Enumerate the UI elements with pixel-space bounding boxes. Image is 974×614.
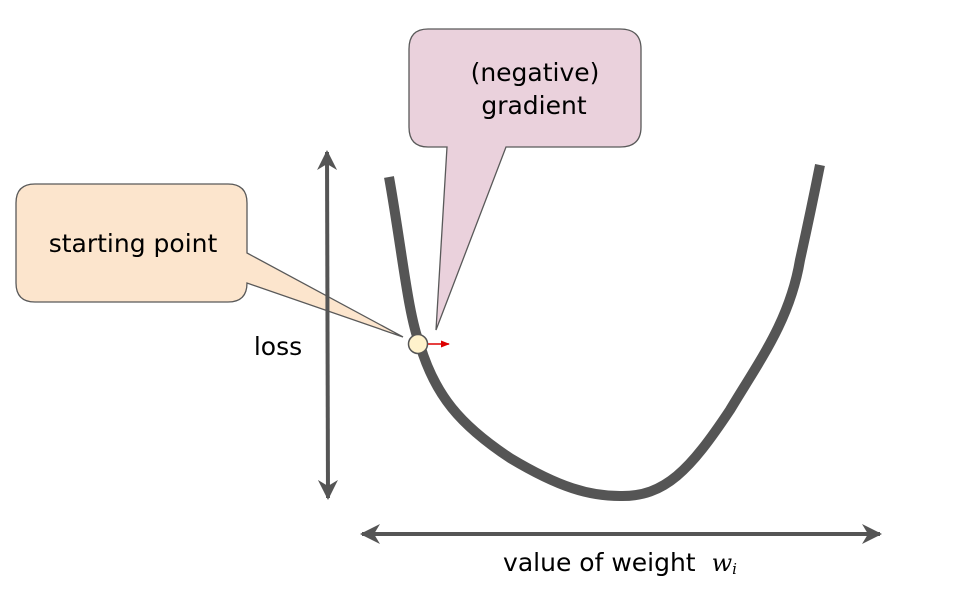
gradient-callout — [408, 28, 642, 331]
starting-point-label: starting point — [49, 229, 218, 258]
x-axis-weight-symbol: w — [712, 549, 733, 577]
gradient-callout-line1: (negative) — [471, 58, 600, 87]
x-axis-weight-subscript: i — [732, 560, 737, 578]
y-axis — [317, 150, 338, 500]
x-axis-label: value of weight wi — [503, 548, 737, 578]
y-axis-label: loss — [254, 332, 302, 361]
starting-point-callout — [15, 183, 404, 338]
x-axis-label-text: value of weight — [503, 548, 696, 577]
starting-point-marker — [407, 333, 429, 355]
gradient-callout-line2: gradient — [481, 91, 587, 120]
